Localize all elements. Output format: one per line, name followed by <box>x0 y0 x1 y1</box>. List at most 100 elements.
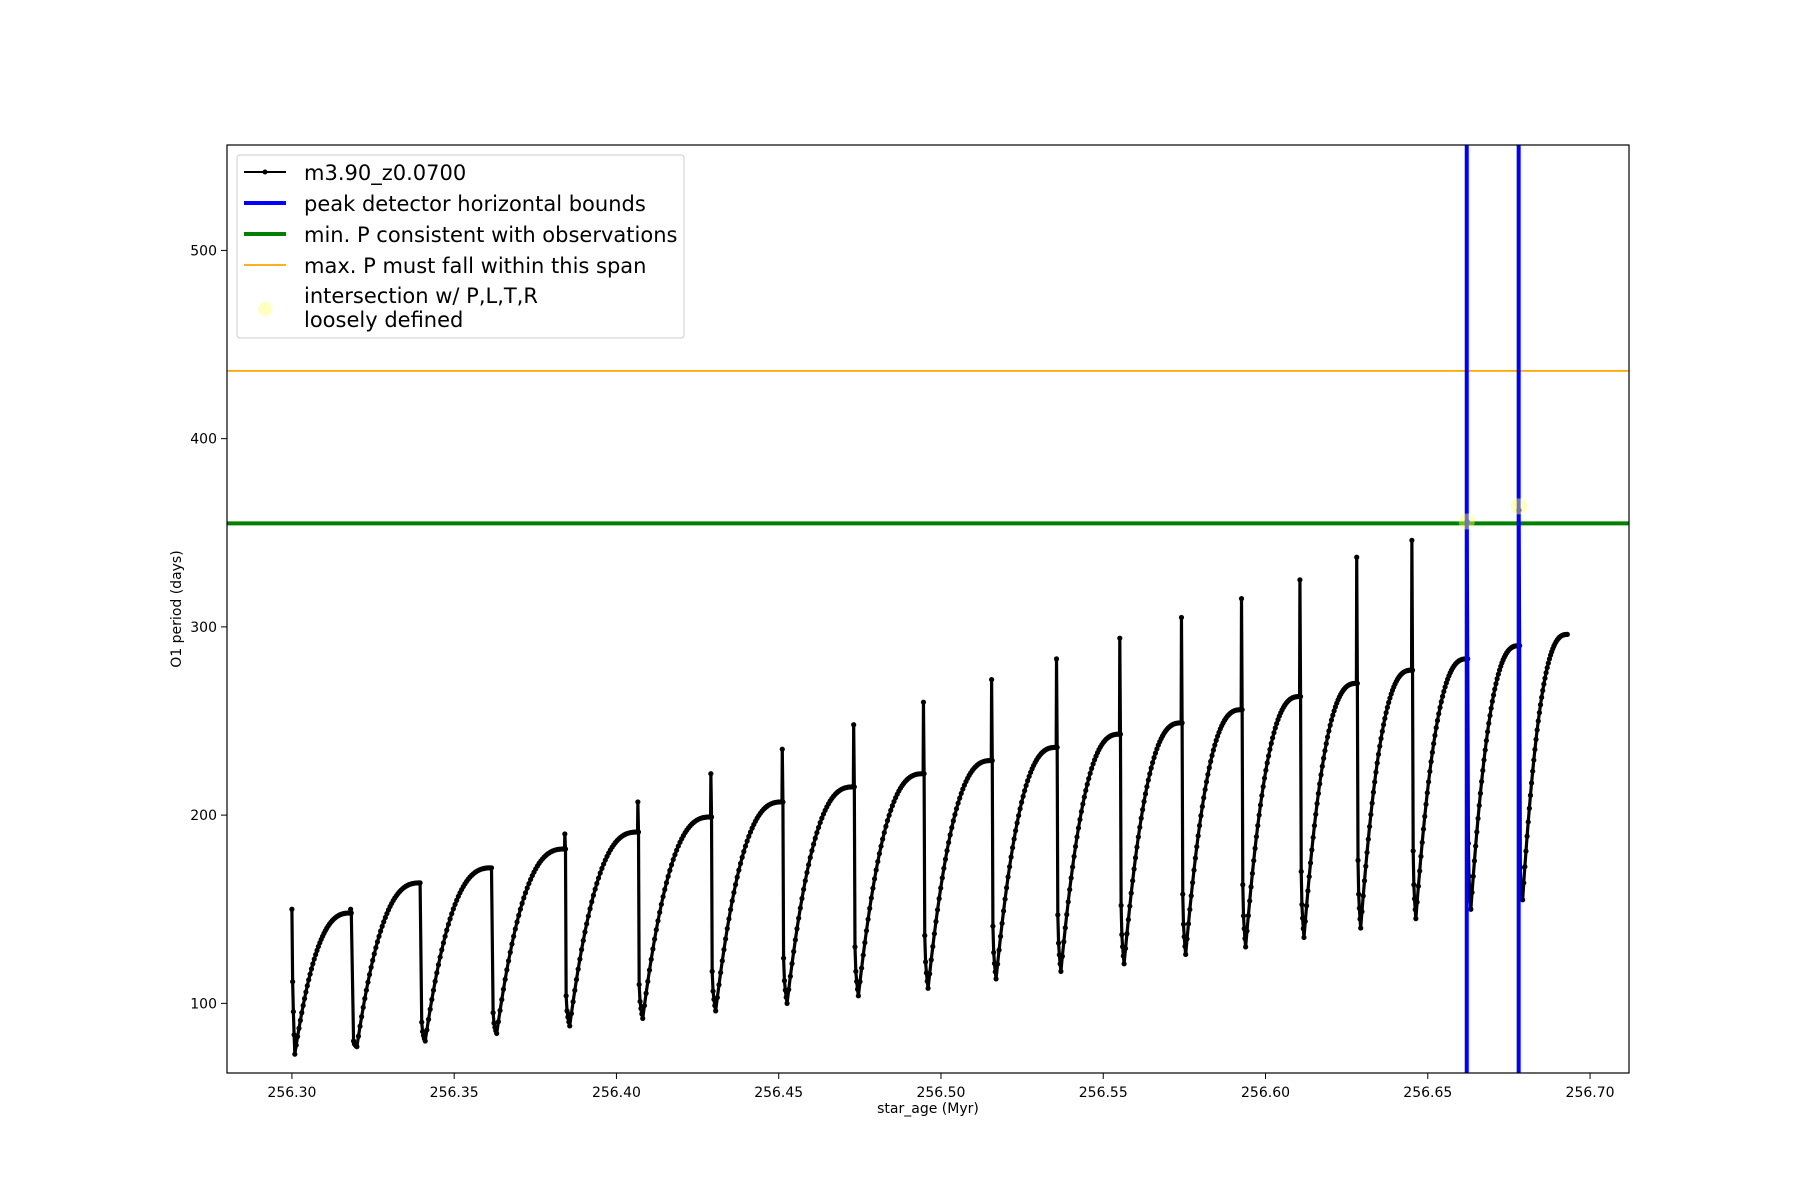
series-point <box>1016 812 1022 819</box>
series-point <box>371 951 377 957</box>
series-point <box>1202 786 1208 793</box>
series-point <box>1148 765 1154 771</box>
series-point <box>373 945 379 951</box>
series-point <box>876 851 883 857</box>
series-point <box>1075 825 1082 831</box>
series-point <box>1413 916 1419 922</box>
series-point <box>565 1014 571 1020</box>
series-point <box>883 823 889 829</box>
series-point <box>637 998 643 1005</box>
series-point <box>1307 860 1314 866</box>
series-point <box>500 986 507 992</box>
series-point <box>1245 913 1251 919</box>
series-point <box>1272 725 1278 731</box>
series-point <box>374 939 381 945</box>
series-point <box>796 915 802 921</box>
series-point <box>806 862 812 868</box>
series-point <box>1323 741 1329 747</box>
series-point <box>1428 759 1434 765</box>
series-point <box>1309 847 1315 853</box>
series-point <box>658 901 664 907</box>
series-point <box>584 921 590 927</box>
series-point <box>1086 775 1092 782</box>
series-point <box>1423 801 1429 807</box>
series-point <box>747 829 754 835</box>
series-point <box>936 896 942 902</box>
series-point <box>1203 779 1210 785</box>
series-point <box>511 933 517 939</box>
series-point <box>934 907 941 913</box>
series-point <box>1083 787 1089 794</box>
series-point <box>781 978 788 984</box>
series-point <box>1533 736 1539 743</box>
series-point <box>1260 784 1266 790</box>
series-point <box>1471 858 1478 864</box>
series-point <box>819 815 825 821</box>
series-point <box>852 944 858 950</box>
series-point <box>360 1004 366 1011</box>
series-point <box>924 978 930 984</box>
series-point <box>1366 823 1373 830</box>
series-point <box>958 790 964 797</box>
series-point <box>1249 870 1255 877</box>
series-point <box>713 1008 719 1014</box>
series-point <box>663 880 670 886</box>
series-point <box>941 865 947 871</box>
series-point <box>578 947 585 953</box>
series-point <box>293 1042 299 1048</box>
series-point <box>601 861 607 867</box>
series-point <box>289 906 295 912</box>
series-point <box>1124 931 1130 937</box>
series-point <box>1363 863 1369 869</box>
series-point <box>502 976 508 982</box>
series-point <box>859 965 865 971</box>
series-point <box>313 952 319 958</box>
x-tick-label: 256.70 <box>1566 1085 1615 1101</box>
series-point <box>308 966 315 972</box>
series-point <box>727 907 734 913</box>
series-point <box>1373 769 1379 775</box>
series-point <box>1240 913 1247 919</box>
series-point <box>499 997 505 1003</box>
series-point <box>741 848 747 855</box>
series-point <box>450 906 456 912</box>
series-point <box>996 947 1002 953</box>
series-point <box>300 1002 306 1009</box>
series-point <box>1185 921 1192 927</box>
series-point <box>878 843 884 849</box>
series-point <box>889 803 895 809</box>
series-point <box>1118 902 1124 909</box>
series-point <box>921 771 927 777</box>
series-point <box>355 1033 362 1039</box>
series-point <box>1119 932 1125 938</box>
series-point <box>432 978 438 984</box>
series-point <box>786 986 792 993</box>
series-point <box>708 771 714 777</box>
series-point <box>1326 728 1332 734</box>
series-point <box>993 976 999 982</box>
series-point <box>672 852 678 858</box>
x-tick-label: 256.45 <box>754 1085 803 1101</box>
series-point <box>1304 903 1310 909</box>
series-point <box>1122 945 1129 952</box>
series-point <box>585 913 591 919</box>
series-point <box>1257 802 1264 808</box>
series-point <box>1383 710 1389 716</box>
series-point <box>662 886 668 893</box>
series-point <box>563 993 569 999</box>
series-point <box>376 933 382 939</box>
series-point <box>1017 806 1023 812</box>
series-point <box>1542 675 1548 681</box>
series-point <box>1187 906 1193 913</box>
intersection-point-1 <box>1458 513 1475 530</box>
series-point <box>1384 704 1390 711</box>
series-point <box>1364 849 1370 856</box>
series-point <box>497 1007 503 1014</box>
series-point <box>442 933 448 939</box>
series-point <box>1434 717 1441 724</box>
series-point <box>505 958 512 964</box>
series-point <box>1409 667 1416 673</box>
series-point <box>1314 801 1320 807</box>
series-point <box>1191 867 1197 873</box>
series-point <box>1061 939 1067 945</box>
